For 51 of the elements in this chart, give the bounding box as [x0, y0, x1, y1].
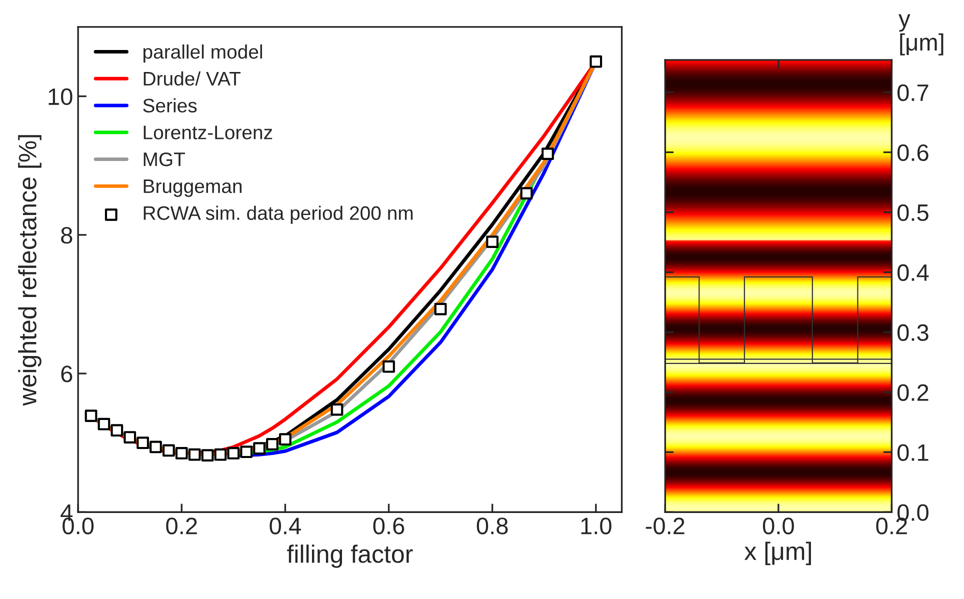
point — [136, 436, 150, 450]
legend-label: Series — [143, 98, 197, 112]
x-tick-label: -0.2 — [646, 518, 684, 534]
point — [110, 424, 124, 437]
point — [330, 403, 344, 416]
legend-label: Bruggeman — [144, 180, 242, 197]
point — [266, 438, 278, 450]
legend-label: parallel model — [144, 44, 262, 63]
point — [214, 448, 227, 461]
x-tick-label: 0.6 — [373, 518, 404, 534]
point — [542, 148, 554, 160]
point — [84, 410, 98, 422]
point — [520, 187, 533, 200]
legend-label: RCWA sim. data period 200 nm — [144, 206, 413, 224]
point — [486, 236, 499, 248]
y-tick-label: 0.7 — [897, 84, 928, 102]
y-tick-label: 0.1 — [897, 444, 928, 461]
x-tick-label: 1.0 — [581, 518, 612, 534]
y-tick-label: 8 — [61, 226, 72, 244]
legend-label: Drude/ VAT — [144, 71, 241, 86]
point — [188, 448, 201, 461]
point — [201, 449, 214, 462]
x-axis-title: x [μm] — [744, 542, 811, 566]
point — [253, 442, 266, 455]
y-tick-label: 6 — [61, 366, 72, 382]
x-tick-label: 0.8 — [476, 518, 508, 534]
y-axis-title: y [μm] — [898, 14, 944, 56]
y-tick-label: 0.6 — [897, 144, 928, 162]
y-tick-label: 0.2 — [897, 384, 928, 401]
y-tick-label: 0.4 — [897, 264, 929, 282]
x-axis-title: filling factor — [287, 544, 413, 568]
x-tick-label: 0.4 — [270, 518, 301, 534]
point — [227, 447, 240, 460]
point — [98, 418, 110, 430]
y-tick-label: 0.3 — [897, 324, 928, 341]
y-axis-title: weighted reflectance [%] — [18, 135, 42, 406]
legend-label: MGT — [144, 152, 186, 166]
y-tick-label: 0.5 — [897, 204, 928, 222]
y-tick-label: 10 — [48, 88, 72, 106]
point — [124, 431, 136, 444]
point — [175, 447, 188, 460]
point — [162, 444, 175, 457]
point — [434, 302, 447, 316]
point — [150, 440, 162, 454]
point — [240, 446, 253, 458]
point — [590, 55, 602, 68]
x-tick-label: 0.2 — [166, 518, 197, 534]
point — [279, 433, 292, 446]
legend-label: Lorentz-Lorenz — [144, 126, 272, 140]
x-tick-label: 0.0 — [762, 518, 794, 534]
point — [382, 360, 395, 373]
